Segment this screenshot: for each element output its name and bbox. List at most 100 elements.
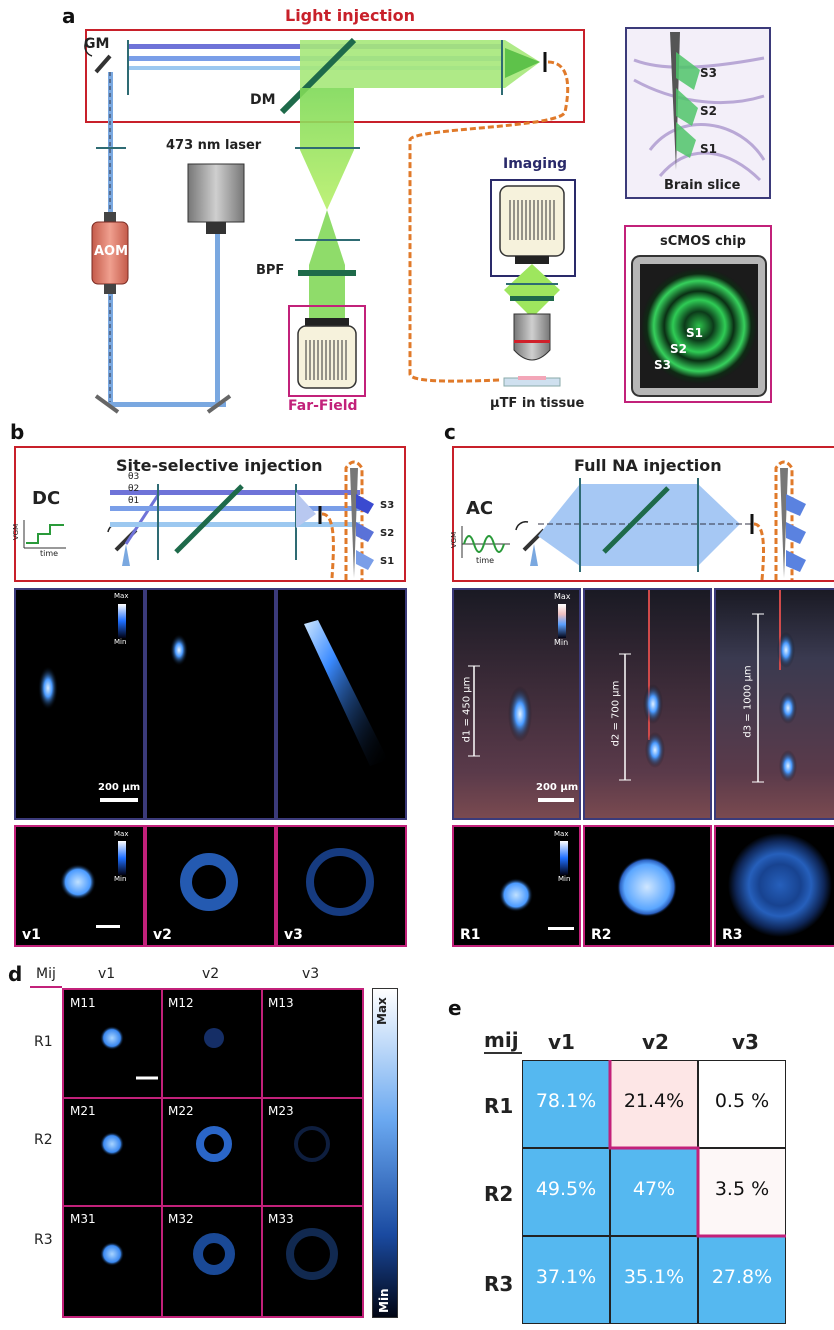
c-image-3: d3 = 1000 µm [714,588,834,820]
d1-label: d1 = 450 µm [461,676,473,743]
e-row-r3: R3 [484,1272,514,1296]
cell-m31: M31 [70,1212,96,1226]
panel-b-schematic: Site-selective injection DC VGM time θ3 … [12,446,406,582]
e-corner-label: mij [484,1028,519,1052]
far-field-frame [288,305,366,397]
scmos-s3: S3 [654,358,671,372]
vgm-label: VGM [12,523,21,541]
b-colorbar-max: Max [114,592,129,600]
b-farfield-v1: Max Min v1 [14,825,145,947]
e-val-r2-v2: 47% [632,1178,676,1200]
c-colorbar-max: Max [554,592,571,601]
e-val-r2-v3: 3.5 % [714,1178,770,1200]
b-scalebar: 200 µm [98,782,141,793]
b-farfield-v3: v3 [276,825,407,947]
theta1-label: θ1 [128,496,140,506]
v2-label: v2 [153,927,172,943]
bpf-label: BPF [256,263,285,278]
e-val-r1-v1: 78.1% [535,1090,597,1112]
cell-m33: M33 [268,1212,294,1226]
e-cell-r3-v2 [610,1236,698,1324]
scmos-s2: S2 [670,342,687,356]
c-scalebar: 200 µm [536,782,579,793]
e-cell-r2-v1 [522,1148,610,1236]
dm-label: DM [250,92,276,108]
d-col-v2: v2 [202,966,220,982]
c-time-label: time [476,556,495,565]
brain-slice-frame [625,27,771,199]
r3-label: R3 [722,927,743,943]
e-row-r2: R2 [484,1182,514,1206]
c-ff-colorbar-min: Min [558,875,571,883]
panel-label-a: a [62,4,76,28]
d-corner-label: Mij [36,966,56,982]
d2-label: d2 = 700 µm [610,680,622,747]
e-cell-r1-v3 [698,1060,786,1148]
b-image-3 [276,588,407,820]
panel-label-d: d [8,962,23,986]
panel-label-b: b [10,420,25,444]
e-val-r3-v3: 27.8% [711,1266,773,1288]
b-s1-label: S1 [380,556,395,567]
brain-s2: S2 [700,104,717,118]
e-col-v2: v2 [642,1030,669,1054]
aom-label: AOM [94,244,129,259]
theta2-label: θ2 [128,484,140,494]
site-selective-title: Site-selective injection [116,456,323,475]
b-image-1: Max Min 200 µm [14,588,145,820]
b-ff-colorbar-min: Min [114,875,127,883]
panel-label-c: c [444,420,456,444]
scmos-s1: S1 [686,326,703,340]
brain-slice-label: Brain slice [664,178,741,193]
v3-label: v3 [284,927,303,943]
e-cell-r1-v1 [522,1060,610,1148]
e-cell-r2-v3 [698,1148,786,1236]
e-val-r3-v1: 37.1% [535,1266,597,1288]
d-col-v3: v3 [302,966,320,982]
gm-label: GM [84,36,110,52]
e-val-r3-v2: 35.1% [623,1266,685,1288]
e-col-v1: v1 [548,1030,575,1054]
e-cell-r2-v2 [610,1148,698,1236]
b-farfield-v2: v2 [145,825,276,947]
d-matrix: M11 M12 M13 M21 M22 M23 M31 M32 M33 [62,988,364,1318]
light-injection-title: Light injection [285,6,415,25]
time-label: time [40,549,59,558]
r2-label: R2 [591,927,612,943]
ac-label: AC [466,498,494,519]
d-row-r1: R1 [34,1034,53,1050]
e-val-r1-v2: 21.4% [623,1090,685,1112]
cell-m32: M32 [168,1212,194,1226]
b-s3-label: S3 [380,500,395,511]
b-ff-colorbar-max: Max [114,830,129,838]
c-vgm-label: VGM [450,531,459,549]
cell-m21: M21 [70,1104,96,1118]
d3-label: d3 = 1000 µm [742,665,754,738]
e-row-r1: R1 [484,1094,514,1118]
c-farfield-r1: Max Min R1 [452,825,581,947]
c-colorbar-min: Min [554,638,569,647]
e-matrix: 78.1% 21.4% 0.5 % 49.5% 47% 3.5 % 37.1% … [522,1060,826,1324]
d-col-v1: v1 [98,966,116,982]
panel-c-schematic: Full NA injection AC VGM time [450,446,834,582]
imaging-label: Imaging [503,156,568,172]
e-cell-r3-v3 [698,1236,786,1324]
cell-m23: M23 [268,1104,294,1118]
c-ff-colorbar-max: Max [554,830,569,838]
c-image-2: d2 = 700 µm [583,588,712,820]
v1-label: v1 [22,927,41,943]
scmos-frame [624,225,772,403]
cell-m22: M22 [168,1104,194,1118]
b-s2-label: S2 [380,528,395,539]
dc-label: DC [32,488,61,509]
panel-label-e: e [448,996,462,1020]
d-colorbar-min: Min [377,1288,391,1313]
b-colorbar-min: Min [114,638,127,646]
full-na-title: Full NA injection [574,456,722,475]
scmos-label: sCMOS chip [660,234,746,249]
far-field-label: Far-Field [288,398,358,414]
c-image-1: Max Min d1 = 450 µm 200 µm [452,588,581,820]
d-row-r3: R3 [34,1232,53,1248]
utf-label: µTF in tissue [490,396,585,411]
c-farfield-r2: R2 [583,825,712,947]
